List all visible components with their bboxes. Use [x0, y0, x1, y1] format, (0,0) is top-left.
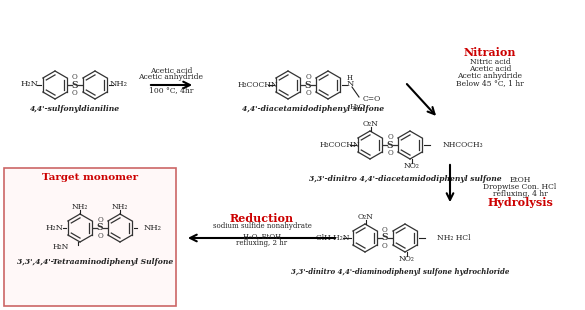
Text: 100 °C, 4hr: 100 °C, 4hr [149, 86, 193, 94]
Text: Acetic acid: Acetic acid [150, 67, 192, 75]
Text: S: S [305, 81, 311, 90]
Text: O₂N: O₂N [363, 120, 379, 128]
Text: NHCOCH₃: NHCOCH₃ [443, 141, 484, 149]
Text: H₂N: H₂N [21, 80, 39, 88]
Text: Target monomer: Target monomer [42, 172, 138, 181]
Text: 3,3',4,4'-Tetraaminodiphenyl Sulfone: 3,3',4,4'-Tetraaminodiphenyl Sulfone [17, 258, 173, 266]
Text: S: S [382, 233, 388, 242]
Text: EtOH: EtOH [510, 176, 531, 184]
Text: S: S [72, 81, 78, 90]
Text: O: O [382, 226, 388, 234]
Text: refluxing, 2 hr: refluxing, 2 hr [236, 239, 288, 247]
Text: H₃COCHN: H₃COCHN [238, 81, 278, 89]
Text: 3,3'-dinitro 4,4'-diacetamidodiphenyl sulfone: 3,3'-dinitro 4,4'-diacetamidodiphenyl su… [309, 175, 501, 183]
Text: 4,4'-sulfonyldianiline: 4,4'-sulfonyldianiline [30, 105, 120, 113]
Text: O: O [387, 133, 393, 141]
Text: sodium sulfide nonahydrate: sodium sulfide nonahydrate [212, 222, 311, 230]
Text: Acetic anhydride: Acetic anhydride [457, 72, 522, 80]
Text: Nitric acid: Nitric acid [470, 58, 510, 66]
Text: 3,3'-dinitro 4,4'-diaminodiphenyl sulfone hydrochloride: 3,3'-dinitro 4,4'-diaminodiphenyl sulfon… [291, 268, 509, 276]
Text: Nitraion: Nitraion [464, 46, 516, 57]
Text: Acetic acid: Acetic acid [469, 65, 511, 73]
Text: NO₂: NO₂ [404, 162, 420, 170]
Text: NH₂: NH₂ [112, 203, 128, 211]
Text: Hydrolysis: Hydrolysis [487, 197, 553, 209]
Text: NO₂: NO₂ [399, 255, 415, 263]
Text: O: O [382, 242, 388, 250]
Text: NH₂: NH₂ [72, 203, 88, 211]
Text: Below 45 °C, 1 hr: Below 45 °C, 1 hr [456, 79, 524, 87]
Text: H₂O, EtOH: H₂O, EtOH [243, 232, 281, 240]
Text: ClH H₂N: ClH H₂N [316, 234, 350, 242]
Text: H: H [347, 74, 353, 82]
Text: 4,4'-diacetamidodiphenyl sulfone: 4,4'-diacetamidodiphenyl sulfone [242, 105, 384, 113]
Text: Reduction: Reduction [230, 212, 294, 224]
Text: Dropwise Con. HCl: Dropwise Con. HCl [483, 183, 556, 191]
Text: S: S [97, 224, 103, 232]
Text: N: N [346, 80, 354, 88]
Text: H₂N: H₂N [53, 243, 69, 251]
Text: O: O [97, 232, 103, 240]
Text: C=O: C=O [363, 95, 381, 103]
Text: H₂N: H₂N [46, 224, 64, 232]
Text: S: S [387, 140, 393, 149]
Text: refluxing, 4 hr: refluxing, 4 hr [493, 190, 548, 198]
Text: O: O [97, 216, 103, 224]
Text: NH₂: NH₂ [144, 224, 162, 232]
Text: NH₂: NH₂ [110, 80, 128, 88]
Text: O: O [387, 149, 393, 157]
Text: Acetic anhydride: Acetic anhydride [139, 73, 204, 81]
Text: O: O [72, 73, 78, 81]
Text: NH₂ HCl: NH₂ HCl [437, 234, 470, 242]
Text: H₃COCHN: H₃COCHN [319, 141, 360, 149]
Text: O: O [72, 89, 78, 97]
Text: O: O [305, 73, 311, 81]
Text: O₂N: O₂N [358, 213, 374, 221]
Text: H₃C: H₃C [349, 103, 364, 111]
Text: O: O [305, 89, 311, 97]
Bar [4, 168, 176, 306]
